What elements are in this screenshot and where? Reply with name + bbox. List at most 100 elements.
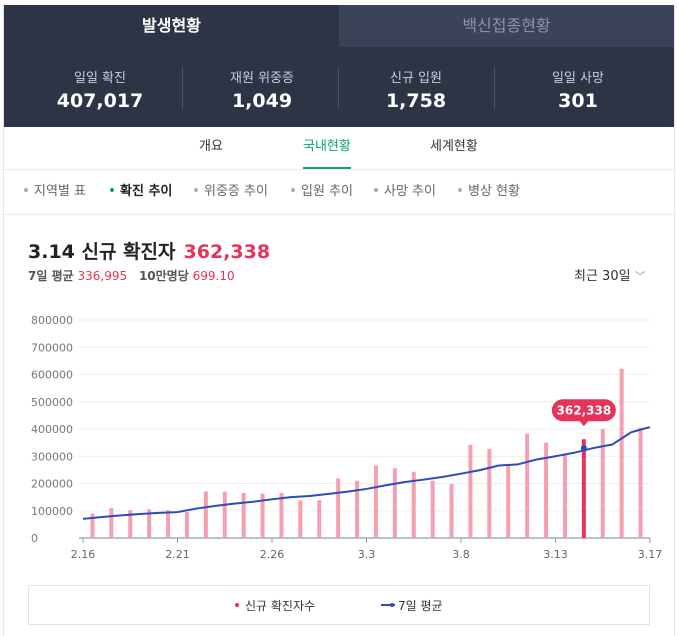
bar bbox=[449, 484, 454, 538]
bar bbox=[411, 471, 416, 538]
tab-vaccination-status[interactable]: 백신접종현황 bbox=[339, 5, 674, 47]
summary-header: 발생현황 백신접종현황 일일 확진 407,017 재원 위중증 1,049 신… bbox=[4, 5, 674, 127]
bar bbox=[317, 500, 322, 538]
x-tick-label: 2.26 bbox=[260, 548, 285, 561]
summary-stats: 일일 확진 407,017 재원 위중증 1,049 신규 입원 1,758 일… bbox=[4, 47, 674, 127]
bar bbox=[241, 493, 246, 538]
section-label: 병상 현황 bbox=[468, 184, 520, 199]
y-tick-label: 300000 bbox=[31, 450, 73, 463]
divider bbox=[494, 67, 495, 109]
tab-world[interactable]: 세계현황 bbox=[430, 139, 478, 154]
tooltip-label: 362,338 bbox=[557, 403, 612, 417]
bar bbox=[298, 500, 303, 538]
bar bbox=[222, 491, 227, 538]
tab-overview[interactable]: 개요 bbox=[199, 139, 223, 154]
tab-domestic[interactable]: 국내현황 bbox=[303, 127, 351, 169]
bar bbox=[147, 509, 152, 538]
y-tick-label: 600000 bbox=[31, 369, 73, 382]
highlighted-bar bbox=[581, 439, 586, 538]
tooltip-bubble bbox=[551, 399, 616, 422]
bullet-icon bbox=[458, 187, 462, 192]
bullet-icon bbox=[374, 187, 378, 192]
bullet-icon bbox=[24, 187, 28, 192]
panel-title: 3.14 신규 확진자 362,338 bbox=[28, 237, 270, 264]
bar bbox=[184, 512, 189, 538]
legend-bar: 신규 확진자수 bbox=[235, 597, 315, 614]
stat-value: 1,049 bbox=[231, 90, 293, 112]
per100k-value: 699.10 bbox=[192, 269, 235, 283]
panel-title-text: 3.14 신규 확진자 bbox=[28, 241, 176, 263]
main-tabs: 발생현황 백신접종현황 bbox=[4, 5, 674, 47]
bar bbox=[260, 493, 265, 538]
chart-legend: 신규 확진자수 7일 평균 bbox=[28, 585, 650, 625]
bar bbox=[355, 480, 360, 538]
stat-label: 일일 사망 bbox=[552, 71, 604, 86]
confirmed-trend-chart: 0 100000 200000 300000 400000 500000 600000 700… bbox=[31, 314, 663, 561]
tab-outbreak-status[interactable]: 발생현황 bbox=[4, 5, 339, 47]
x-tick-label: 3.13 bbox=[543, 548, 568, 561]
divider bbox=[182, 67, 183, 109]
stat-daily-deaths: 일일 사망 301 bbox=[500, 47, 656, 127]
y-tick-label: 100000 bbox=[31, 505, 73, 518]
divider bbox=[338, 67, 339, 109]
section-region-table[interactable]: 지역별 표 bbox=[24, 170, 86, 214]
bar bbox=[638, 427, 643, 538]
bullet-icon bbox=[291, 187, 295, 192]
bar bbox=[525, 433, 530, 538]
section-label: 위중증 추이 bbox=[204, 184, 268, 199]
range-label: 최근 30일 bbox=[574, 269, 631, 284]
tooltip-pointer bbox=[578, 420, 589, 427]
bar bbox=[373, 465, 378, 538]
legend-bar-label: 신규 확진자수 bbox=[245, 599, 316, 613]
chevron-down-icon: ﹀ bbox=[634, 270, 646, 283]
stat-daily-confirmed: 일일 확진 407,017 bbox=[22, 47, 178, 127]
section-nav: 지역별 표 확진 추이 위중증 추이 입원 추이 사망 추이 병상 현황 bbox=[4, 170, 674, 215]
stat-value: 301 bbox=[558, 90, 598, 112]
bullet-icon bbox=[110, 187, 114, 192]
section-label: 지역별 표 bbox=[34, 184, 86, 199]
y-tick-label: 700000 bbox=[31, 341, 73, 354]
stat-new-hospitalized: 신규 입원 1,758 bbox=[338, 47, 494, 127]
avg-line bbox=[82, 426, 651, 520]
bar bbox=[562, 453, 567, 538]
bar bbox=[90, 513, 95, 538]
y-tick-label: 500000 bbox=[31, 396, 73, 409]
stat-label: 재원 위중증 bbox=[230, 71, 294, 86]
y-tick-label: 200000 bbox=[31, 478, 73, 491]
highlight-point bbox=[580, 445, 587, 452]
stat-value: 407,017 bbox=[56, 90, 144, 112]
legend-dot-icon bbox=[235, 602, 239, 607]
bar bbox=[109, 508, 114, 538]
section-hospital-trend[interactable]: 입원 추이 bbox=[291, 170, 353, 214]
x-tick-label: 3.17 bbox=[638, 548, 663, 561]
bar bbox=[506, 464, 511, 538]
section-confirmed-trend[interactable]: 확진 추이 bbox=[110, 170, 172, 214]
y-tick-label: 0 bbox=[31, 532, 38, 545]
section-bed-status[interactable]: 병상 현황 bbox=[458, 170, 520, 214]
bar bbox=[392, 468, 397, 538]
stat-label: 신규 입원 bbox=[390, 71, 442, 86]
bar bbox=[166, 510, 171, 538]
section-label: 입원 추이 bbox=[301, 184, 353, 199]
section-death-trend[interactable]: 사망 추이 bbox=[374, 170, 436, 214]
range-select[interactable]: 최근 30일 ﹀ bbox=[574, 265, 646, 284]
bar bbox=[336, 478, 341, 538]
legend-line-icon bbox=[381, 603, 395, 606]
stat-critical: 재원 위중증 1,049 bbox=[184, 47, 340, 127]
panel-title-value: 362,338 bbox=[183, 241, 271, 263]
legend-line-label: 7일 평균 bbox=[398, 599, 443, 613]
x-tick-label: 2.21 bbox=[165, 548, 190, 561]
bar bbox=[279, 493, 284, 538]
per100k-label: 10만명당 bbox=[138, 269, 189, 283]
x-tick-label: 2.16 bbox=[71, 548, 96, 561]
y-tick-label: 800000 bbox=[31, 314, 73, 327]
x-tick-label: 3.3 bbox=[358, 548, 376, 561]
avg-value: 336,995 bbox=[77, 269, 128, 283]
bar bbox=[128, 510, 133, 538]
avg-label: 7일 평균 bbox=[28, 269, 74, 283]
legend-line: 7일 평균 bbox=[381, 597, 443, 614]
section-label: 확진 추이 bbox=[120, 184, 173, 199]
panel-subtitle: 7일 평균 336,995 10만명당 699.10 bbox=[28, 267, 243, 284]
section-critical-trend[interactable]: 위중증 추이 bbox=[194, 170, 268, 214]
bar bbox=[600, 429, 605, 538]
